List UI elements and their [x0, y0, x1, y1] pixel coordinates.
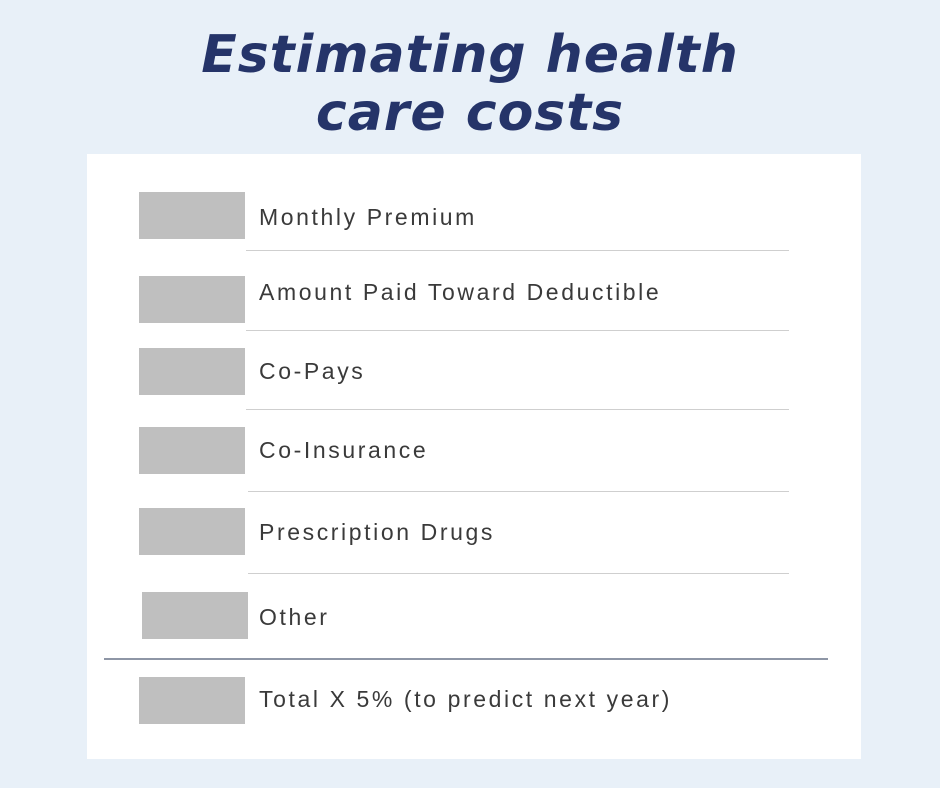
co-pays-input-box[interactable] [139, 348, 245, 395]
row-divider [246, 250, 789, 251]
co-pays-label: Co-Pays [259, 358, 366, 384]
co-insurance-input-box[interactable] [139, 427, 245, 474]
other-input-box[interactable] [142, 592, 248, 639]
co-insurance-label: Co-Insurance [259, 437, 429, 463]
row-divider [246, 330, 789, 331]
row-divider [248, 491, 789, 492]
total-label: Total X 5% (to predict next year) [259, 686, 673, 712]
monthly-premium-input-box[interactable] [139, 192, 245, 239]
deductible-input-box[interactable] [139, 276, 245, 323]
cost-worksheet-card: Monthly Premium Amount Paid Toward Deduc… [87, 154, 861, 759]
total-input-box[interactable] [139, 677, 245, 724]
monthly-premium-label: Monthly Premium [259, 204, 477, 230]
row-divider [246, 409, 789, 410]
total-divider [104, 658, 828, 660]
prescription-drugs-label: Prescription Drugs [259, 519, 495, 545]
title-line-2: care costs [315, 83, 625, 143]
title-line-1: Estimating health [201, 25, 739, 85]
page-title: Estimating health care costs [0, 26, 940, 142]
prescription-drugs-input-box[interactable] [139, 508, 245, 555]
row-divider [248, 573, 789, 574]
deductible-label: Amount Paid Toward Deductible [259, 279, 662, 305]
other-label: Other [259, 604, 330, 630]
